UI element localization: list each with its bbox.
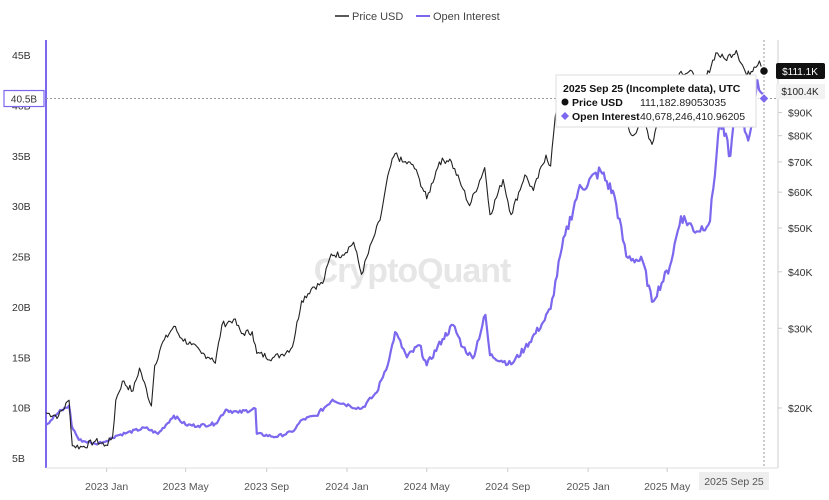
legend-entry-price[interactable]: Price USD (352, 11, 403, 23)
left-axis-ticks: 5B10B15B20B25B30B35B40B45B (12, 50, 31, 465)
tooltip-price-dot (561, 98, 569, 106)
x-tick-label: 2025 Jan (567, 481, 610, 493)
left-tick-label: 15B (12, 352, 31, 364)
right-tick-label: $80K (788, 131, 813, 143)
x-axis-hover-date: 2025 Sep 25 (704, 476, 764, 488)
x-tick-label: 2023 Sep (244, 481, 289, 493)
price-badge: $111.1K (776, 63, 825, 80)
x-tick-label: 2024 Sep (485, 481, 530, 493)
left-tick-label: 45B (12, 50, 31, 62)
left-tick-label: 5B (12, 453, 25, 465)
right-tick-label: $40K (788, 267, 813, 279)
tooltip-price-label: Price USD (572, 97, 623, 109)
x-tick-label: 2025 May (644, 481, 691, 493)
left-tick-label: 25B (12, 252, 31, 264)
right-axis-ticks: $20K $30K $40K $50K $60K $70K $80K $90K (778, 108, 813, 415)
tooltip-price-value: 111,182.89053035 (640, 97, 726, 109)
x-axis-ticks: 2023 Jan 2023 May 2023 Sep 2024 Jan 2024 May… (85, 468, 691, 493)
left-axis-hover-badge: 40.5B (3, 89, 45, 108)
right-tick-label: $50K (788, 223, 813, 235)
cursor-badge-value: $100.4K (781, 87, 819, 98)
x-tick-label: 2023 Jan (85, 481, 128, 493)
series-line-open-interest (45, 79, 766, 446)
right-tick-label: $30K (788, 323, 813, 335)
right-tick-label: $60K (788, 187, 813, 199)
right-tick-label: $90K (788, 108, 813, 120)
left-tick-label: 20B (12, 302, 31, 314)
x-tick-label: 2024 May (404, 481, 451, 493)
left-tick-label: 35B (12, 151, 31, 163)
cursor-badge: $100.4K (776, 84, 825, 100)
tooltip-open-interest-label: Open Interest (572, 111, 640, 123)
right-tick-label: $70K (788, 157, 813, 169)
left-axis-hover-value: 40.5B (11, 95, 37, 106)
x-tick-label: 2023 May (163, 481, 210, 493)
left-tick-label: 10B (12, 403, 31, 415)
x-axis-hover-badge: 2025 Sep 25 (699, 472, 769, 490)
x-tick-label: 2024 Jan (325, 481, 368, 493)
legend-entry-open-interest[interactable]: Open Interest (433, 11, 500, 23)
chart-tooltip: 2025 Sep 25 (Incomplete data), UTC Price… (555, 74, 757, 128)
price-hover-marker (758, 65, 770, 77)
tooltip-open-interest-dot (561, 112, 569, 120)
tooltip-title: 2025 Sep 25 (Incomplete data), UTC (563, 83, 741, 95)
watermark: CryptoQuant (314, 252, 511, 290)
right-tick-label: $20K (788, 403, 813, 415)
chart-legend: Price USD Open Interest (335, 11, 500, 23)
price-badge-value: $111.1K (782, 67, 818, 78)
left-tick-label: 30B (12, 201, 31, 213)
open-interest-hover-marker (758, 92, 770, 105)
tooltip-open-interest-value: 40,678,246,410.96205 (640, 111, 745, 123)
